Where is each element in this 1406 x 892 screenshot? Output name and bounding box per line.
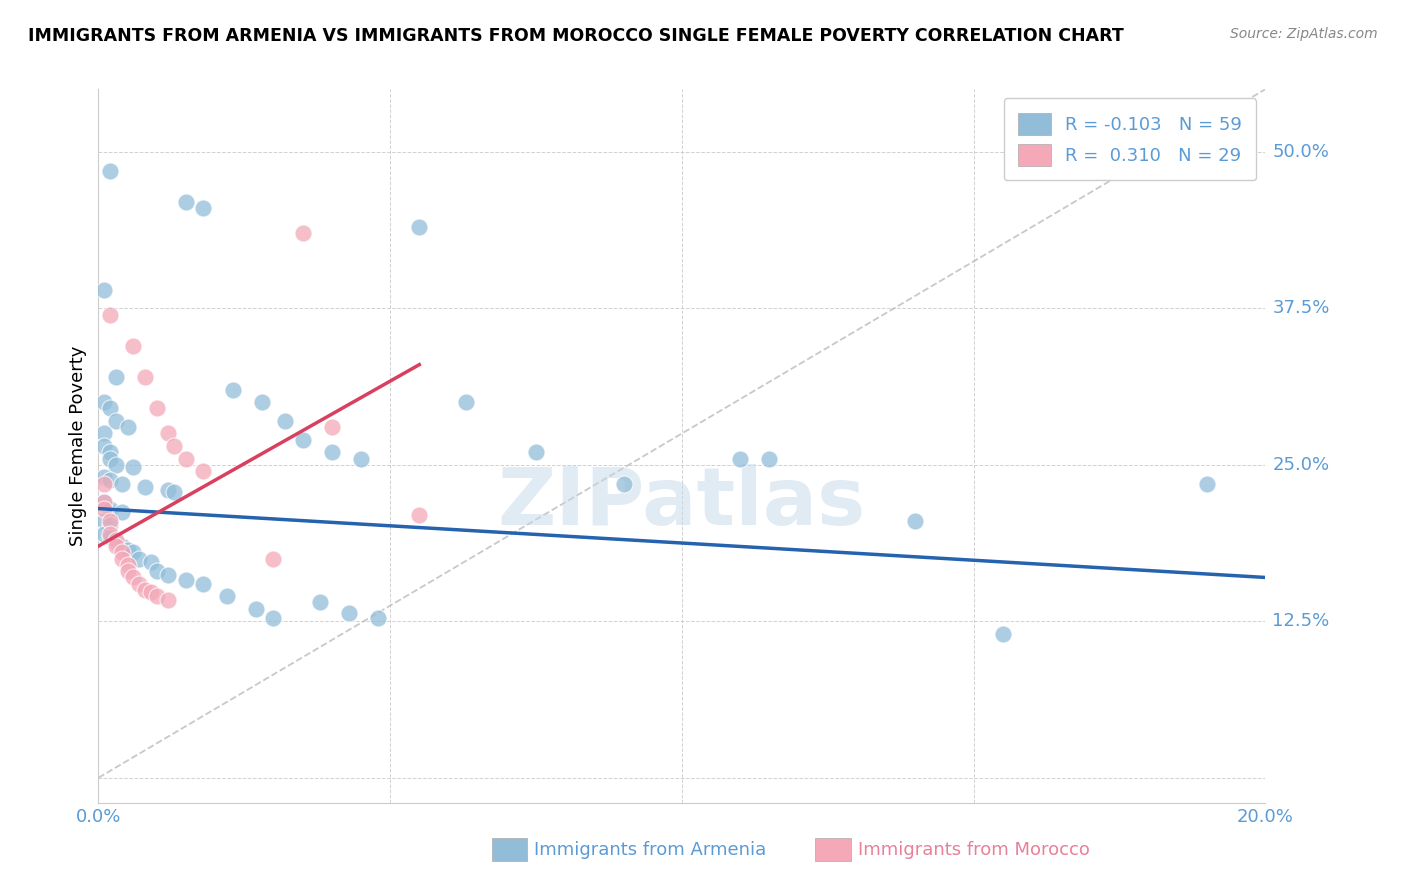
Point [98, 514, 121, 528]
Point [98, 163, 121, 178]
Point [139, 585, 162, 599]
Point [163, 485, 186, 500]
Text: 50.0%: 50.0% [1272, 143, 1329, 161]
Point [408, 508, 430, 522]
Point [350, 451, 373, 466]
Point [134, 582, 156, 597]
Point [221, 383, 243, 397]
Point [904, 514, 927, 528]
Text: Immigrants from Morocco: Immigrants from Morocco [858, 841, 1090, 859]
Point [93, 426, 115, 441]
Point [454, 395, 477, 409]
Point [117, 420, 139, 434]
Point [157, 483, 180, 497]
Point [104, 539, 127, 553]
Point [321, 445, 343, 459]
Point [93, 495, 115, 509]
Point [991, 627, 1014, 641]
Point [291, 433, 314, 447]
Point [612, 476, 634, 491]
Point [104, 414, 127, 428]
Point [408, 219, 430, 234]
Point [1195, 476, 1218, 491]
Point [104, 533, 127, 547]
Point [122, 570, 145, 584]
Point [321, 420, 343, 434]
Point [117, 558, 139, 572]
Text: IMMIGRANTS FROM ARMENIA VS IMMIGRANTS FROM MOROCCO SINGLE FEMALE POVERTY CORRELA: IMMIGRANTS FROM ARMENIA VS IMMIGRANTS FR… [28, 27, 1123, 45]
Point [193, 201, 215, 215]
Point [157, 593, 180, 607]
Point [98, 530, 121, 544]
Point [250, 395, 273, 409]
Point [93, 476, 115, 491]
Point [274, 414, 297, 428]
Point [104, 535, 127, 549]
Point [524, 445, 547, 459]
Point [93, 283, 115, 297]
Point [193, 464, 215, 478]
Y-axis label: Single Female Poverty: Single Female Poverty [69, 346, 87, 546]
Point [146, 589, 169, 603]
Point [98, 401, 121, 416]
Point [245, 601, 267, 615]
Point [193, 576, 215, 591]
Point [93, 470, 115, 484]
Point [111, 551, 134, 566]
Text: 12.5%: 12.5% [1272, 612, 1330, 631]
Point [111, 545, 134, 559]
Point [309, 595, 332, 609]
Point [174, 451, 197, 466]
Point [93, 439, 115, 453]
Point [157, 426, 180, 441]
Point [146, 564, 169, 578]
Text: 37.5%: 37.5% [1272, 300, 1330, 318]
Point [98, 473, 121, 487]
Point [367, 610, 389, 624]
Point [93, 501, 115, 516]
Point [93, 526, 115, 541]
Point [104, 458, 127, 472]
Point [146, 401, 169, 416]
Text: Source: ZipAtlas.com: Source: ZipAtlas.com [1230, 27, 1378, 41]
Point [139, 556, 162, 570]
Point [134, 480, 156, 494]
Point [98, 517, 121, 532]
Point [117, 564, 139, 578]
Point [98, 501, 121, 516]
Point [758, 451, 780, 466]
Point [122, 339, 145, 353]
Point [262, 610, 284, 624]
Point [291, 226, 314, 240]
Legend: R = -0.103   N = 59, R =  0.310   N = 29: R = -0.103 N = 59, R = 0.310 N = 29 [1004, 98, 1257, 180]
Text: 25.0%: 25.0% [1272, 456, 1330, 474]
Point [111, 505, 134, 519]
Point [134, 370, 156, 384]
Point [157, 568, 180, 582]
Point [111, 476, 134, 491]
Point [122, 545, 145, 559]
Point [93, 395, 115, 409]
Point [262, 551, 284, 566]
Point [122, 460, 145, 475]
Point [215, 589, 238, 603]
Point [98, 308, 121, 322]
Point [98, 526, 121, 541]
Point [93, 514, 115, 528]
Point [98, 451, 121, 466]
Point [111, 539, 134, 553]
Point [163, 439, 186, 453]
Point [728, 451, 751, 466]
Point [93, 495, 115, 509]
Point [128, 576, 150, 591]
Point [128, 551, 150, 566]
Point [117, 542, 139, 557]
Point [337, 606, 360, 620]
Point [174, 573, 197, 587]
Point [98, 445, 121, 459]
Point [104, 370, 127, 384]
Text: Immigrants from Armenia: Immigrants from Armenia [534, 841, 766, 859]
Point [174, 194, 197, 209]
Text: ZIPatlas: ZIPatlas [498, 464, 866, 542]
